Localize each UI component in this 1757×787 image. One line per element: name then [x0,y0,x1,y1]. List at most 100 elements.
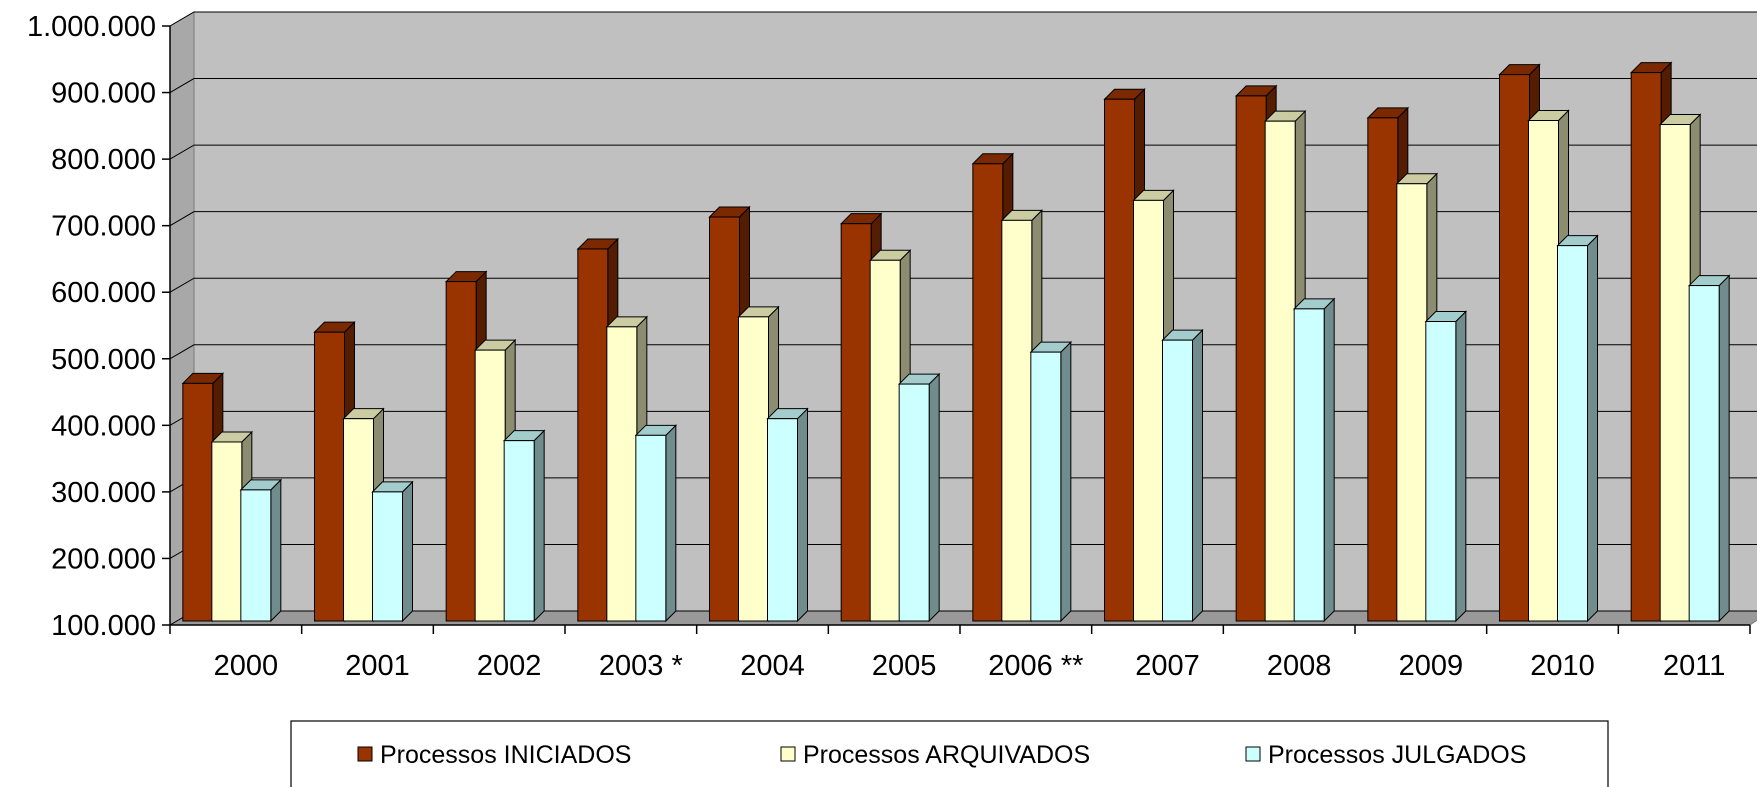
bars [181,61,1731,623]
bar-front [445,281,477,622]
bar-front [1001,219,1033,622]
y-tick-label: 1.000.000 [27,11,156,43]
legend-label: Processos ARQUIVADOS [803,741,1090,769]
bar-front [577,248,609,622]
bar-front [240,489,272,622]
bar-front [972,163,1004,622]
bar-side [533,429,545,623]
bar-front [1630,72,1662,622]
bar-front [898,383,930,622]
x-tick-label: 2000 [214,650,279,682]
legend-label: Processos INICIADOS [380,741,631,769]
x-tick-label: 2007 [1135,650,1200,682]
legend-swatch [780,746,796,762]
bar [1424,310,1468,623]
legend-item: Processos INICIADOS [357,741,631,769]
y-tick-label: 500.000 [51,344,156,376]
bar-front [372,491,403,622]
bar-side [665,424,677,623]
bar-front [1104,98,1135,622]
legend-swatch [357,746,373,762]
bar-front [635,434,667,622]
bar [502,429,546,623]
bar [1029,340,1073,623]
bar-front [1659,124,1691,622]
legend: Processos INICIADOS Processos ARQUIVADOS P… [290,720,1609,787]
bar-front [1499,74,1530,622]
y-tick-label: 900.000 [51,78,156,110]
x-tick-label: 2006 ** [988,650,1083,682]
x-axis: 2000 2001 2002 2003 * 2004 2005 2006 ** 2007 200… [169,624,1751,682]
bar-side [1323,297,1335,623]
x-tick-label: 2002 [477,650,542,682]
bar-side [928,372,940,623]
bar-front [1293,308,1325,622]
bar [371,480,414,623]
legend-label: Processos JULGADOS [1268,741,1526,769]
bar [1161,328,1204,623]
bar-front [1162,339,1193,622]
bar-front [314,331,345,622]
bar [1292,297,1336,623]
y-axis: 100.000 200.000 300.000 400.000 500.000 600.0… [27,11,171,642]
y-tick-label: 700.000 [51,211,156,243]
y-tick-label: 300.000 [51,477,156,509]
bar-front [1688,285,1720,622]
x-tick-label: 2003 * [599,650,683,682]
gridline [169,11,1757,27]
y-tick-label: 600.000 [51,277,156,309]
x-tick-label: 2008 [1267,650,1332,682]
bar [1556,234,1599,623]
bar-front [840,223,872,622]
bar [1132,189,1175,623]
legend-box [290,720,1609,787]
bar-side [1718,274,1730,623]
bar-front [1367,117,1399,622]
x-tick-label: 2010 [1530,650,1595,682]
bar-front [1264,120,1296,622]
bar-side [1455,310,1467,623]
bar-front [182,382,214,622]
y-tick-label: 800.000 [51,144,156,176]
y-tick-label: 100.000 [51,610,156,642]
bar-front [343,418,374,622]
bar-front [211,441,243,622]
bar-front [1235,95,1267,622]
legend-swatch [1245,746,1261,762]
bar-front [1557,245,1588,622]
x-tick-label: 2004 [740,650,805,682]
bar-front [738,316,769,622]
bar-front [1133,199,1164,622]
bar-front [767,418,798,622]
bar-front [503,440,535,622]
bar [634,424,678,623]
bar-side [270,478,282,623]
bar-front [709,216,740,622]
bar-side [1060,340,1072,623]
x-tick-label: 2009 [1399,650,1464,682]
bar [766,407,809,623]
legend-item: Processos ARQUIVADOS [780,741,1090,769]
x-tick-label: 2001 [345,650,410,682]
gridline [169,78,1757,93]
bar-front [1528,120,1559,622]
bar-front [1030,351,1062,622]
bar-side [402,480,413,623]
x-tick-label: 2011 [1663,650,1725,682]
bar-front [1396,183,1428,622]
bar [897,372,941,623]
bar-front [1425,321,1457,622]
bar [239,478,283,623]
bar-side [1587,234,1598,623]
bar [1498,63,1541,623]
x-tick-label: 2005 [872,650,937,682]
bar-front [869,259,901,622]
y-tick-label: 200.000 [51,543,156,575]
bar-side [797,407,808,623]
bar [1687,274,1731,623]
legend-item: Processos JULGADOS [1245,741,1526,769]
bar-front [606,326,638,622]
bar-side [1192,328,1203,623]
bar-front [474,349,506,622]
